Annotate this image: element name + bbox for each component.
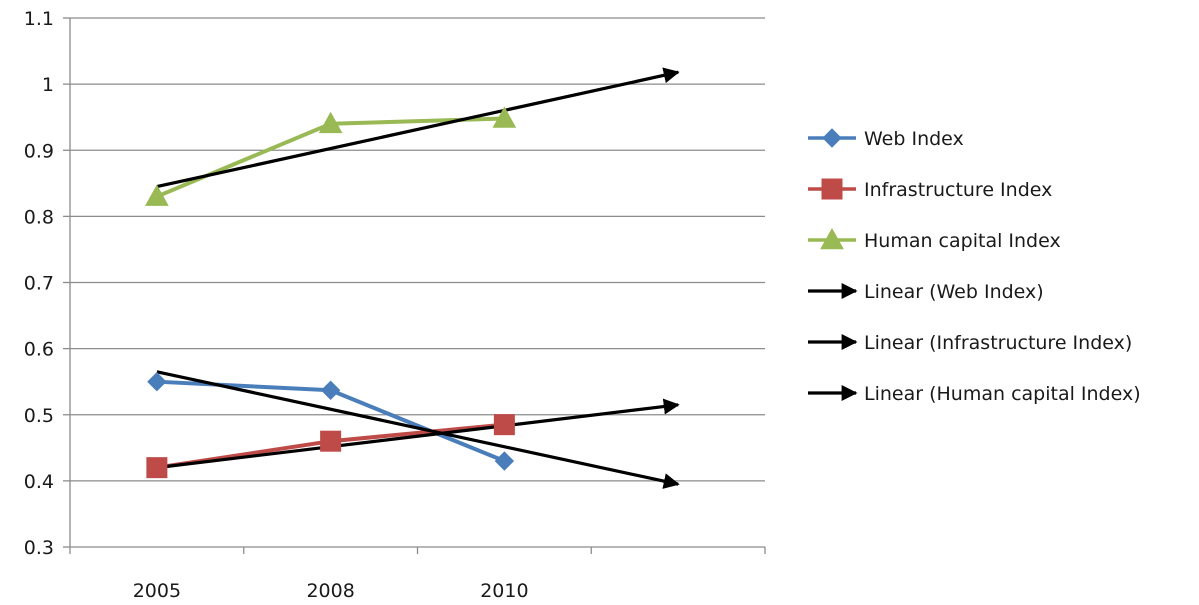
data-point bbox=[145, 184, 169, 206]
x-tick-labels: 2005 2008 2010 bbox=[133, 580, 529, 602]
trendline bbox=[156, 370, 680, 489]
legend-marker bbox=[821, 178, 843, 200]
legend: Web Index Infrastructure Index Human capit… bbox=[808, 128, 1141, 405]
x-tick-label: 2005 bbox=[133, 580, 181, 602]
legend-label: Linear (Web Index) bbox=[864, 281, 1044, 303]
data-point bbox=[146, 457, 168, 479]
y-tick-label: 1.1 bbox=[24, 8, 54, 30]
y-tick-label: 1 bbox=[42, 74, 54, 96]
data-point bbox=[318, 111, 343, 134]
y-tick-label: 0.9 bbox=[24, 140, 54, 162]
y-tick-label: 0.6 bbox=[24, 339, 54, 361]
data-point bbox=[493, 414, 515, 436]
legend-marker bbox=[820, 227, 844, 250]
y-tick-label: 0.5 bbox=[24, 405, 54, 427]
legend-marker bbox=[822, 128, 842, 148]
y-tick-label: 0.7 bbox=[24, 273, 54, 295]
data-point bbox=[147, 371, 167, 392]
x-tick-label: 2008 bbox=[306, 580, 354, 602]
axes bbox=[63, 17, 766, 554]
y-tick-label: 0.8 bbox=[24, 206, 54, 228]
trendline bbox=[156, 67, 680, 189]
trendlines bbox=[156, 67, 680, 489]
grid bbox=[70, 17, 765, 482]
legend-label: Web Index bbox=[864, 128, 964, 150]
legend-label: Infrastructure Index bbox=[864, 179, 1052, 201]
data-point bbox=[494, 451, 515, 471]
x-tick-label: 2010 bbox=[480, 580, 528, 602]
series-markers bbox=[145, 106, 517, 479]
data-point bbox=[320, 380, 341, 400]
legend-label: Linear (Human capital Index) bbox=[864, 383, 1141, 405]
data-point bbox=[492, 106, 517, 128]
trendline bbox=[156, 398, 680, 470]
legend-label: Linear (Infrastructure Index) bbox=[864, 332, 1132, 354]
legend-label: Human capital Index bbox=[864, 230, 1061, 252]
y-tick-labels: 0.3 0.4 0.5 0.6 0.7 0.8 0.9 1 1.1 bbox=[24, 8, 54, 559]
data-point bbox=[320, 430, 342, 452]
y-tick-label: 0.4 bbox=[24, 471, 54, 493]
y-tick-label: 0.3 bbox=[24, 537, 54, 559]
